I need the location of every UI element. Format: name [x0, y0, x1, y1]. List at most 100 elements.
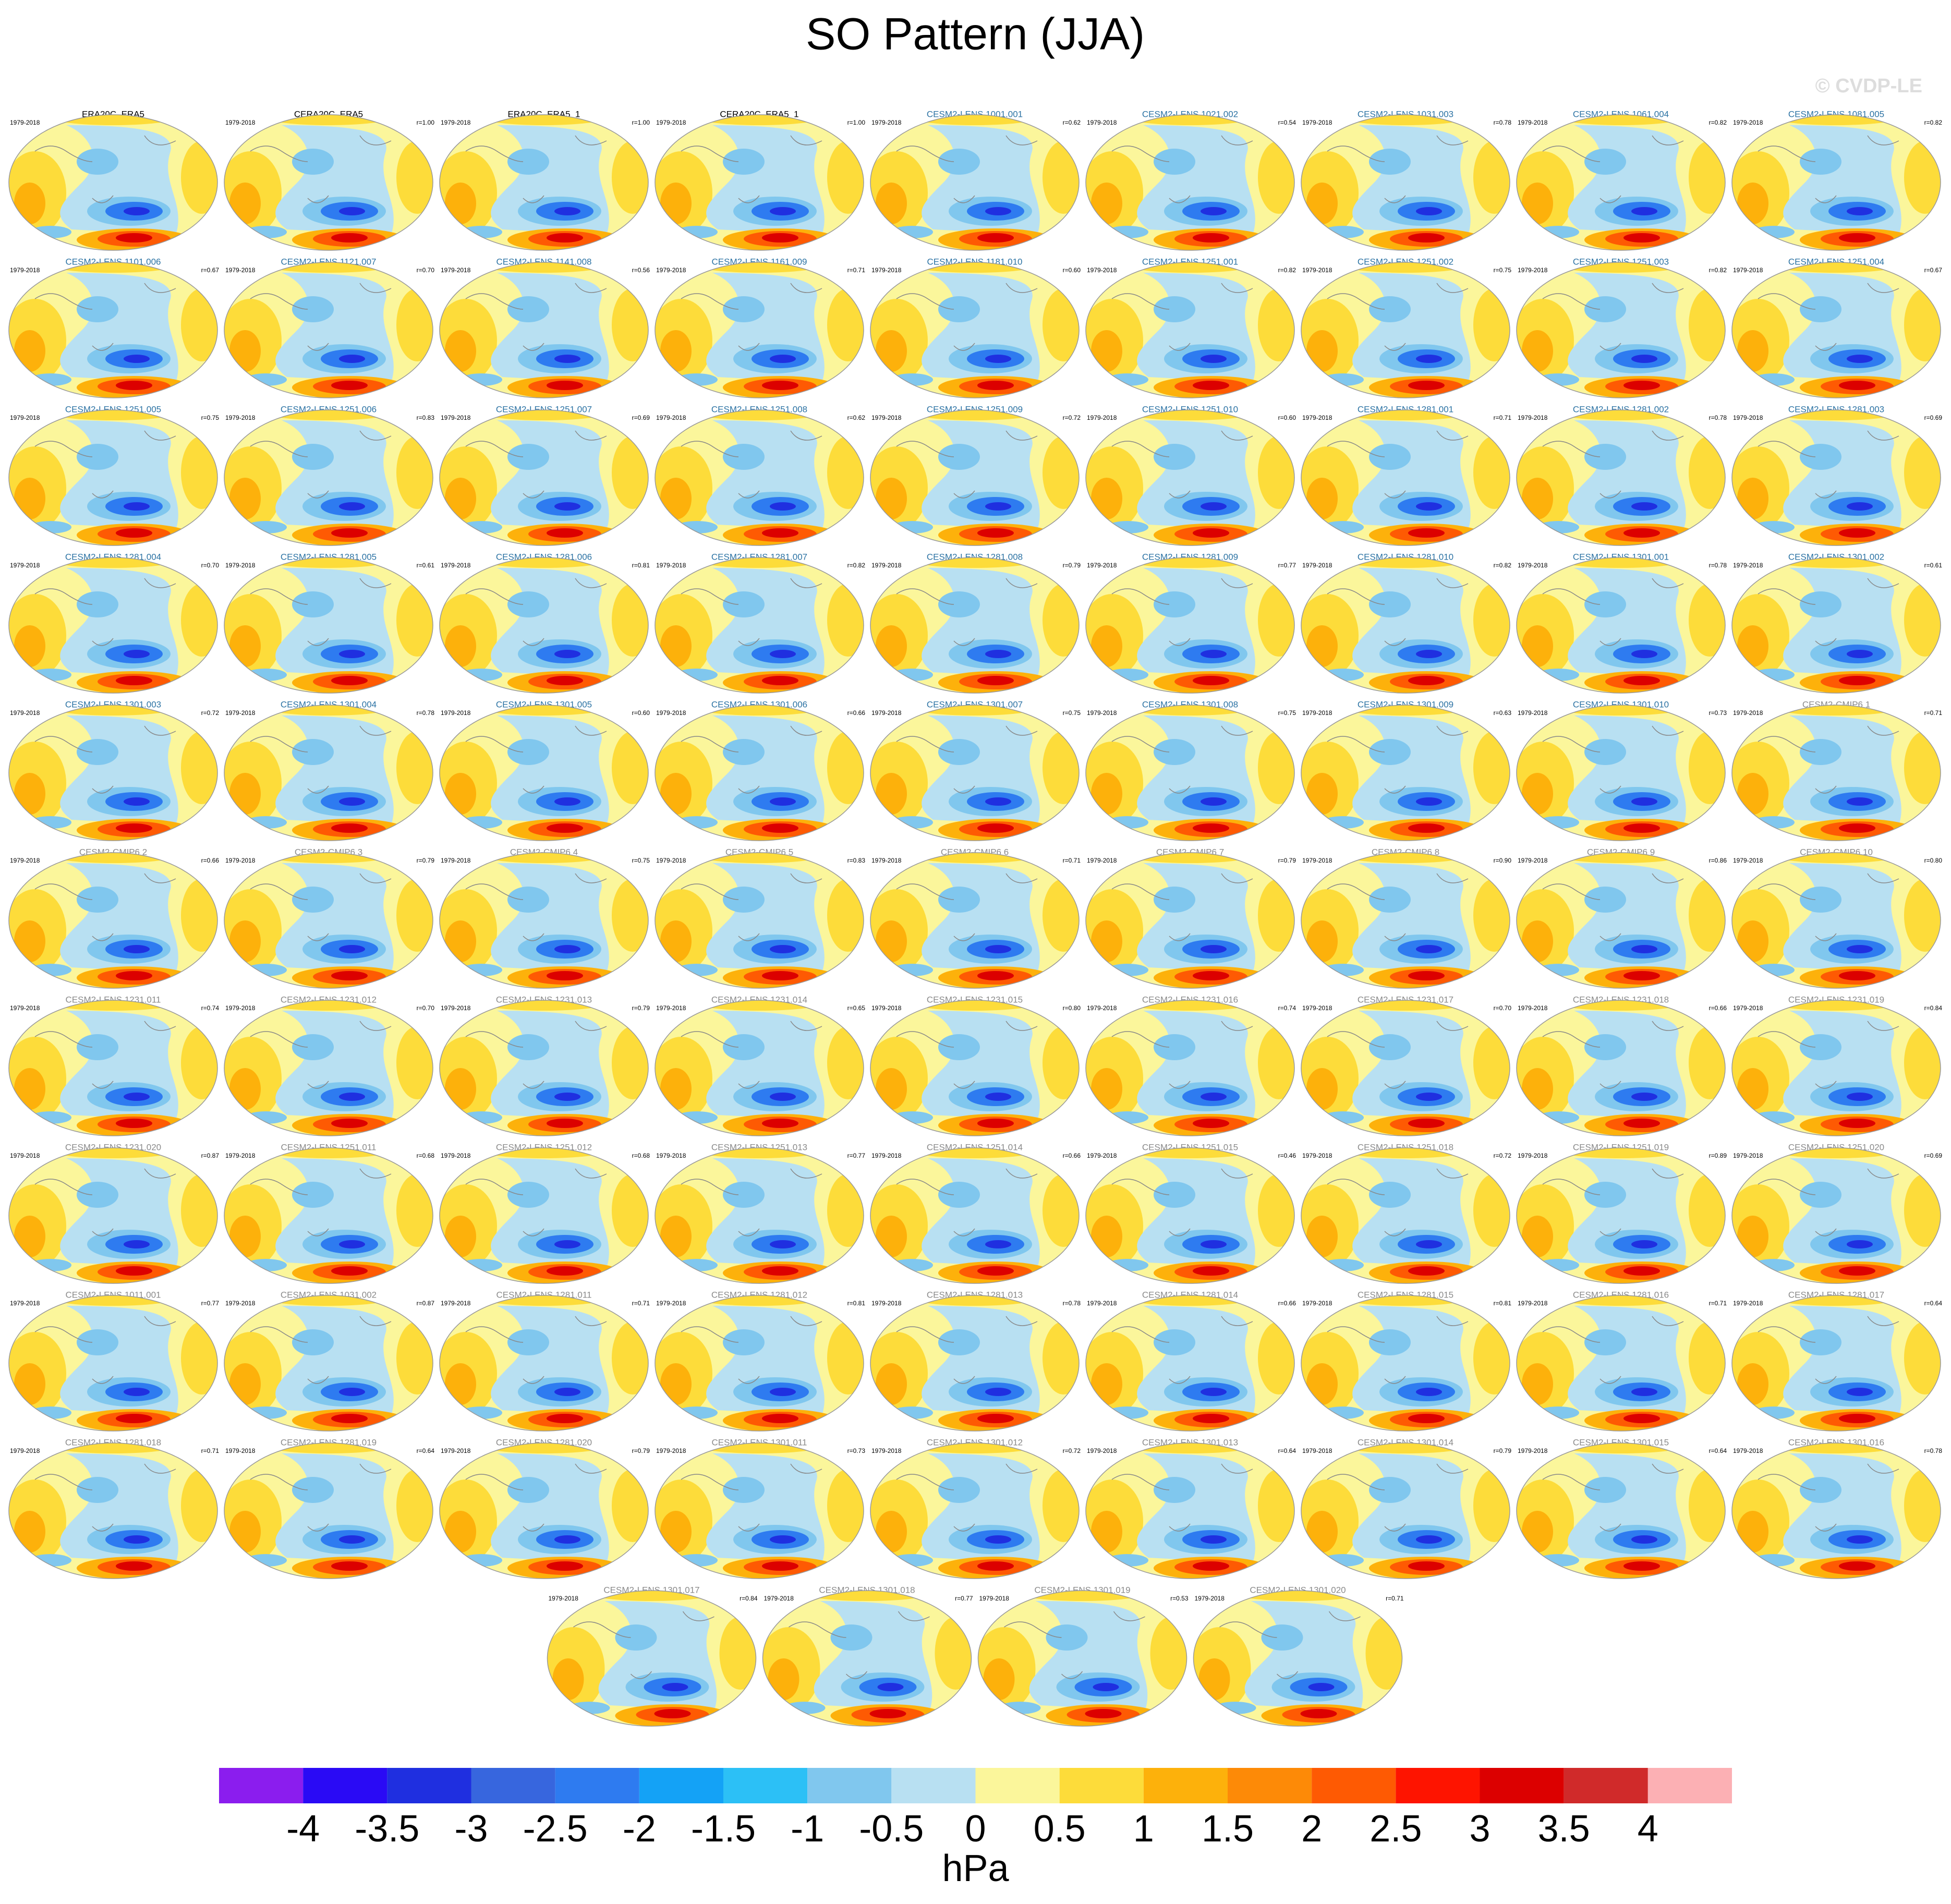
panel-period: 1979-2018 [871, 709, 902, 717]
panel-r: r=0.72 [201, 709, 220, 717]
panel-period: 1979-2018 [1733, 1004, 1763, 1012]
map [1727, 847, 1946, 989]
panel-r: r=0.71 [632, 1300, 650, 1307]
colorbar-box [1564, 1768, 1648, 1803]
panel-r: r=0.61 [417, 562, 435, 569]
colorbar-box [975, 1768, 1060, 1803]
panel-period: 1979-2018 [656, 1300, 686, 1307]
panel-r: r=0.70 [1494, 1004, 1512, 1012]
panel-r: r=0.71 [1924, 709, 1943, 717]
panel-r: r=0.75 [1063, 709, 1081, 717]
map [650, 552, 869, 694]
panel-r: r=0.69 [1924, 1152, 1943, 1159]
colorbar-box [387, 1768, 471, 1803]
panel-period: 1979-2018 [1302, 1004, 1332, 1012]
panel-r: r=0.86 [1709, 857, 1727, 864]
panel-r: r=0.66 [847, 709, 866, 717]
panel-period: 1979-2018 [871, 1300, 902, 1307]
map [865, 405, 1084, 547]
map [1081, 847, 1300, 989]
panel-period: 1979-2018 [979, 1595, 1010, 1602]
map [973, 1585, 1192, 1727]
panel-r: r=0.64 [1278, 1447, 1296, 1454]
panel-period: 1979-2018 [1518, 1152, 1548, 1159]
map [434, 847, 653, 989]
panel-period: 1979-2018 [871, 119, 902, 126]
map [865, 995, 1084, 1137]
map [1727, 1143, 1946, 1284]
panel-r: r=0.72 [1063, 1447, 1081, 1454]
map [650, 700, 869, 842]
panel-period: 1979-2018 [1518, 709, 1548, 717]
panel-period: 1979-2018 [225, 119, 256, 126]
map [1727, 405, 1946, 547]
map [434, 257, 653, 399]
panel-period: 1979-2018 [1733, 414, 1763, 421]
map [219, 995, 438, 1137]
map [865, 552, 1084, 694]
panel-period: 1979-2018 [871, 1004, 902, 1012]
panel-r: r=0.73 [1709, 709, 1727, 717]
colorbar-box [471, 1768, 555, 1803]
panel-period: 1979-2018 [656, 709, 686, 717]
map [650, 847, 869, 989]
map [4, 1143, 223, 1284]
panel-r: r=0.53 [1170, 1595, 1189, 1602]
map [650, 405, 869, 547]
panel-r: r=0.71 [1386, 1595, 1404, 1602]
map [1296, 1143, 1515, 1284]
panel-r: r=0.69 [632, 414, 650, 421]
map [434, 552, 653, 694]
map [1511, 1143, 1730, 1284]
panel-period: 1979-2018 [1302, 1152, 1332, 1159]
panel-period: 1979-2018 [1302, 709, 1332, 717]
panel-period: 1979-2018 [656, 1004, 686, 1012]
panel-r: r=0.80 [1063, 1004, 1081, 1012]
panel-r: r=0.66 [1063, 1152, 1081, 1159]
map [650, 257, 869, 399]
panel-period: 1979-2018 [1518, 857, 1548, 864]
colorbar-label: -2 [623, 1808, 656, 1850]
map [1511, 995, 1730, 1137]
panel-period: 1979-2018 [1518, 414, 1548, 421]
panel-period: 1979-2018 [225, 1447, 256, 1454]
panel-r: r=0.81 [1494, 1300, 1512, 1307]
map [4, 110, 223, 251]
colorbar-label: -3 [454, 1808, 488, 1850]
map [434, 1438, 653, 1580]
panel-period: 1979-2018 [1518, 1300, 1548, 1307]
colorbar-box [1228, 1768, 1312, 1803]
colorbar-label: 3.5 [1538, 1808, 1590, 1850]
map [1296, 257, 1515, 399]
panel-period: 1979-2018 [1733, 1300, 1763, 1307]
panel-period: 1979-2018 [441, 414, 471, 421]
map [865, 700, 1084, 842]
map [1727, 995, 1946, 1137]
colorbar-label: -3.5 [355, 1808, 419, 1850]
map [650, 1438, 869, 1580]
